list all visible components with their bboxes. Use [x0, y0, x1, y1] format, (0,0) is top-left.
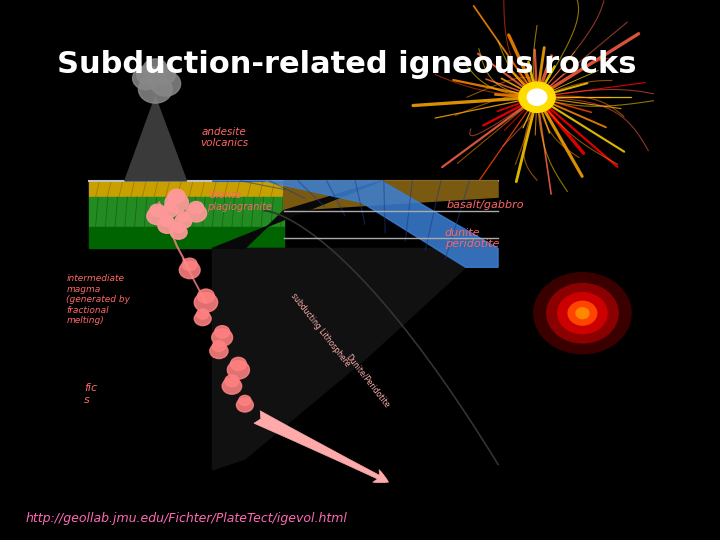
Circle shape — [175, 214, 192, 228]
Circle shape — [186, 205, 207, 222]
Circle shape — [161, 215, 174, 226]
Polygon shape — [89, 227, 284, 248]
Polygon shape — [89, 181, 284, 197]
Polygon shape — [89, 197, 284, 227]
Circle shape — [165, 193, 189, 212]
Text: basalt/gabbro: basalt/gabbro — [446, 200, 523, 210]
Circle shape — [177, 212, 189, 222]
Circle shape — [182, 258, 197, 271]
Circle shape — [132, 67, 160, 90]
Text: subducting Lithosphere: subducting Lithosphere — [289, 291, 352, 368]
Circle shape — [143, 59, 168, 79]
Circle shape — [165, 202, 176, 211]
Circle shape — [228, 361, 249, 379]
Circle shape — [546, 284, 618, 343]
Circle shape — [534, 273, 631, 354]
Circle shape — [163, 204, 178, 217]
Text: fic
s: fic s — [84, 383, 97, 405]
Circle shape — [179, 261, 200, 279]
Circle shape — [230, 357, 246, 370]
Circle shape — [150, 71, 181, 96]
Circle shape — [194, 293, 217, 312]
Polygon shape — [212, 248, 498, 470]
Circle shape — [558, 293, 607, 334]
Text: intermediate
magma
(generated by
fractional
melting): intermediate magma (generated by fractio… — [66, 274, 130, 325]
Text: andesite
volcanics: andesite volcanics — [200, 127, 248, 148]
Circle shape — [576, 308, 589, 319]
Circle shape — [239, 395, 251, 406]
Polygon shape — [212, 181, 381, 248]
Circle shape — [170, 225, 187, 239]
Circle shape — [150, 204, 165, 217]
Polygon shape — [212, 181, 498, 267]
Polygon shape — [284, 181, 498, 211]
Circle shape — [568, 301, 597, 325]
Text: http://geollab.jmu.edu/Fichter/PlateTect/igevol.html: http://geollab.jmu.edu/Fichter/PlateTect… — [25, 512, 348, 525]
Circle shape — [210, 343, 228, 359]
Circle shape — [236, 398, 253, 412]
Circle shape — [168, 189, 185, 203]
Circle shape — [212, 329, 233, 346]
Circle shape — [137, 65, 158, 84]
Circle shape — [147, 207, 168, 225]
Circle shape — [215, 326, 230, 338]
Circle shape — [222, 378, 242, 394]
Circle shape — [197, 309, 209, 319]
Circle shape — [225, 375, 239, 387]
Circle shape — [527, 89, 546, 105]
Circle shape — [152, 65, 176, 84]
Circle shape — [158, 218, 176, 233]
Circle shape — [173, 222, 185, 233]
Circle shape — [197, 289, 215, 303]
Text: Subduction-related igneous rocks: Subduction-related igneous rocks — [57, 50, 636, 79]
Circle shape — [138, 75, 172, 103]
Circle shape — [212, 341, 225, 352]
Text: dunite
peridotite: dunite peridotite — [445, 228, 499, 249]
Text: 'diorite
plagiogranite: 'diorite plagiogranite — [207, 190, 272, 212]
Circle shape — [519, 82, 555, 112]
Circle shape — [194, 312, 211, 326]
Circle shape — [189, 201, 204, 214]
Text: Dunite/Peridotite: Dunite/Peridotite — [345, 352, 392, 409]
Polygon shape — [125, 97, 186, 181]
